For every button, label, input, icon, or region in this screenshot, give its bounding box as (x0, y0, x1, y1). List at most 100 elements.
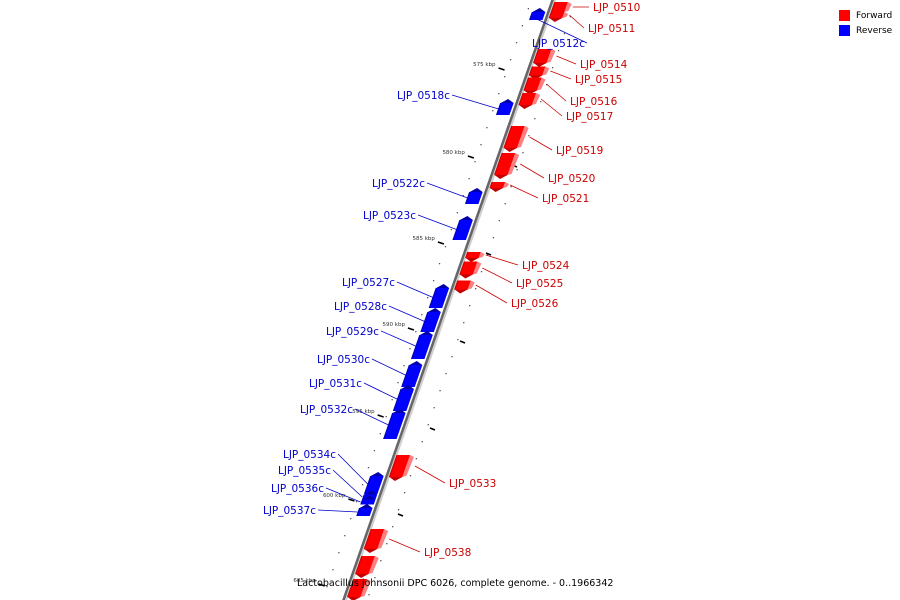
gene-label[interactable]: LJP_0533 (449, 478, 496, 490)
gene-arrow-tip (364, 490, 378, 495)
label-leader (388, 305, 426, 323)
gene-feature[interactable] (347, 578, 371, 600)
gene-label[interactable]: LJP_0524 (522, 260, 570, 272)
minor-tick-left (438, 263, 441, 265)
label-leader (529, 136, 553, 151)
gene-feature-edge (362, 494, 365, 500)
gene-label[interactable]: LJP_0529c (326, 326, 379, 338)
label-leader (417, 214, 459, 231)
gene-label[interactable]: LJP_0512c (532, 38, 585, 50)
gene-feature[interactable] (363, 472, 384, 495)
gene-feature-body (393, 389, 414, 411)
gene-label[interactable]: LJP_0518c (397, 90, 450, 102)
gene-feature[interactable] (363, 528, 389, 553)
gene-feature-edge (428, 287, 437, 309)
scale-tick-right (459, 340, 466, 344)
minor-tick-left (385, 416, 387, 418)
gene-label[interactable]: LJP_0516 (570, 96, 618, 108)
gene-feature[interactable] (503, 125, 529, 152)
gene-feature-side (542, 66, 550, 76)
minor-tick-left (379, 433, 381, 435)
gene-feature-side (402, 455, 414, 477)
gene-label[interactable]: LJP_0526 (511, 298, 559, 310)
gene-feature[interactable] (459, 261, 482, 279)
scale-tick (467, 155, 475, 159)
gene-arrow-tip (549, 18, 563, 22)
gene-label[interactable]: LJP_0532c (300, 404, 353, 416)
gene-label[interactable]: LJP_0514 (580, 59, 628, 71)
gene-feature[interactable] (489, 181, 510, 192)
gene-label[interactable]: LJP_0530c (317, 354, 370, 366)
gene-feature-edge (383, 412, 394, 440)
gene-feature[interactable] (529, 8, 546, 21)
gene-feature[interactable] (410, 331, 433, 360)
gene-feature[interactable] (518, 92, 541, 109)
minor-tick-right (451, 356, 453, 358)
minor-tick-right (551, 67, 554, 69)
label-leader (546, 83, 567, 102)
gene-label[interactable]: LJP_0510 (593, 2, 640, 14)
gene-label[interactable]: LJP_0522c (372, 178, 425, 190)
gene-arrow-tip (490, 188, 504, 192)
gene-arrow-tip (500, 99, 514, 103)
gene-label[interactable]: LJP_0536c (271, 483, 324, 495)
gene-feature[interactable] (356, 504, 373, 517)
reverse-swatch (839, 25, 850, 36)
gene-feature[interactable] (523, 77, 546, 95)
gene-feature[interactable] (401, 361, 423, 388)
gene-label[interactable]: LJP_0531c (309, 378, 362, 390)
gene-feature-body (496, 103, 514, 115)
gene-label[interactable]: LJP_0515 (575, 74, 622, 86)
gene-label[interactable]: LJP_0537c (263, 505, 316, 517)
gene-label[interactable]: LJP_0528c (334, 301, 387, 313)
gene-feature-edge (392, 388, 402, 412)
gene-feature[interactable] (392, 385, 414, 412)
gene-feature[interactable] (383, 409, 406, 440)
gene-arrow-tip (409, 361, 423, 365)
label-leader (332, 469, 363, 498)
gene-feature[interactable] (548, 11, 569, 22)
minor-tick-right (522, 152, 524, 154)
gene-feature[interactable] (355, 555, 379, 578)
gene-feature[interactable] (428, 284, 450, 309)
forward-swatch (839, 10, 850, 21)
gene-label[interactable]: LJP_0525 (516, 278, 563, 290)
minor-tick-left (492, 110, 494, 112)
gene-feature[interactable] (420, 308, 441, 333)
gene-feature[interactable] (452, 216, 473, 241)
gene-arrow-tip (523, 90, 537, 95)
gene-feature[interactable] (454, 280, 475, 294)
gene-label[interactable]: LJP_0519 (556, 145, 603, 157)
scale-label: 590 kbp (383, 322, 406, 328)
gene-label[interactable]: LJP_0517 (566, 111, 613, 123)
gene-label[interactable]: LJP_0511 (588, 23, 635, 35)
gene-feature-edge (355, 555, 363, 575)
gene-feature[interactable] (533, 48, 556, 67)
gene-feature[interactable] (465, 251, 485, 262)
gene-feature[interactable] (388, 454, 414, 481)
gene-feature-body (465, 192, 483, 204)
gene-label[interactable]: LJP_0535c (278, 465, 331, 477)
gene-arrow-tip (454, 289, 468, 294)
gene-label[interactable]: LJP_0523c (363, 210, 416, 222)
gene-feature-edge (489, 181, 493, 189)
label-leader (389, 538, 421, 553)
minor-tick-left (450, 229, 453, 231)
scale-label: 595 kbp (352, 409, 375, 415)
minor-tick-left (421, 314, 423, 316)
gene-label[interactable]: LJP_0521 (542, 193, 589, 205)
minor-tick-right (457, 339, 459, 341)
minor-tick-left (474, 161, 476, 163)
gene-feature-body (529, 12, 546, 20)
gene-feature-edge (528, 66, 533, 76)
gene-label[interactable]: LJP_0527c (342, 277, 395, 289)
gene-feature-edge (550, 1, 556, 13)
gene-feature[interactable] (360, 495, 376, 505)
backbone-shadow (343, 0, 557, 600)
gene-label[interactable]: LJP_0534c (283, 449, 336, 461)
gene-feature[interactable] (495, 99, 514, 116)
gene-label[interactable]: LJP_0538 (424, 547, 471, 559)
gene-label[interactable]: LJP_0520 (548, 173, 595, 185)
gene-feature[interactable] (464, 188, 483, 205)
gene-feature[interactable] (494, 152, 520, 179)
